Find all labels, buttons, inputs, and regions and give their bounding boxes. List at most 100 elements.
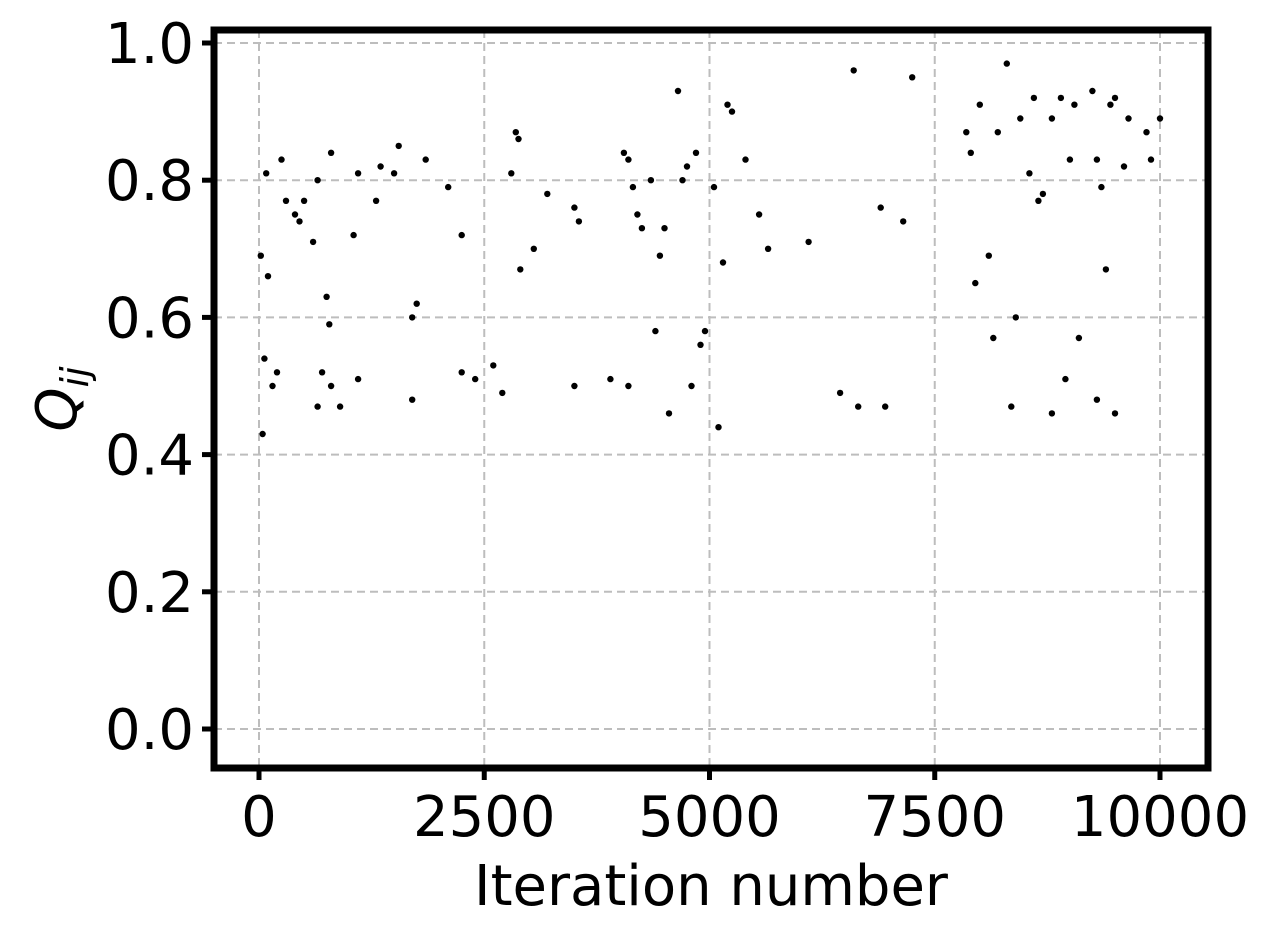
data-point [994, 129, 1001, 136]
data-point [652, 327, 659, 335]
data-point [309, 238, 317, 246]
data-point [990, 334, 997, 342]
data-point [1035, 197, 1042, 204]
data-point [318, 369, 326, 376]
data-point [692, 149, 700, 156]
data-point [263, 170, 270, 177]
data-point [413, 300, 420, 307]
data-point [836, 389, 844, 397]
data-point [261, 355, 268, 362]
data-point [282, 197, 290, 204]
data-point [1057, 94, 1065, 102]
data-point [1093, 156, 1101, 163]
data-point [1147, 156, 1155, 163]
x-tick-label: 2500 [413, 785, 556, 850]
data-point [688, 382, 695, 390]
data-point [634, 211, 641, 218]
grid-lines [214, 30, 1208, 768]
data-point [1048, 115, 1056, 122]
data-point [1120, 163, 1128, 170]
data-point [490, 362, 497, 369]
data-point [625, 156, 632, 163]
data-point [674, 87, 682, 95]
data-point [515, 135, 522, 143]
data-point [354, 170, 362, 177]
plot-frame [210, 26, 1212, 772]
data-point [855, 403, 862, 410]
data-point [508, 170, 515, 177]
y-tick-label: 0.0 [105, 698, 194, 763]
data-point [1062, 375, 1069, 383]
data-point [701, 327, 709, 335]
data-point [1111, 94, 1119, 102]
data-point [985, 252, 992, 259]
data-point [1008, 403, 1015, 410]
data-point [409, 314, 416, 321]
data-point [499, 389, 506, 397]
data-point [1026, 170, 1033, 177]
data-point [296, 218, 303, 225]
data-point [336, 403, 344, 410]
data-point [607, 375, 614, 383]
data-point [620, 149, 628, 156]
y-tick-label: 1.0 [105, 12, 194, 77]
data-point [458, 231, 465, 239]
data-point [679, 177, 686, 184]
data-point [409, 396, 416, 403]
data-point [264, 273, 272, 280]
data-point [647, 177, 655, 184]
data-point [976, 101, 983, 108]
data-point [1125, 115, 1132, 122]
data-point [963, 129, 970, 136]
data-point [715, 424, 722, 431]
data-point [882, 403, 889, 410]
data-point [877, 204, 884, 211]
data-point [1107, 101, 1114, 108]
data-point [314, 403, 321, 410]
data-point [724, 101, 731, 108]
data-point [1066, 156, 1074, 163]
x-tick-label: 7500 [863, 785, 1006, 850]
data-point [656, 252, 664, 259]
data-point [1102, 266, 1110, 273]
data-point [278, 156, 285, 163]
data-point [1071, 101, 1078, 108]
data-point [1012, 314, 1019, 321]
data-point [472, 375, 479, 383]
data-point [728, 108, 736, 115]
axis-ticks: 0 2500 5000 7500 10000 0.0 0.2 0.4 0.6 0.8 1.0 [105, 12, 1249, 850]
data-point [742, 156, 749, 163]
data-point [273, 369, 281, 376]
data-point [354, 375, 362, 383]
data-point [1039, 190, 1047, 198]
data-point [710, 183, 718, 191]
data-point [697, 341, 704, 348]
data-point [1048, 410, 1056, 417]
data-point [719, 259, 727, 266]
data-point [327, 149, 335, 156]
data-point [300, 197, 308, 204]
data-point [377, 163, 384, 170]
data-point [683, 163, 691, 170]
y-tick-label: 0.8 [105, 149, 194, 214]
data-point [571, 204, 578, 211]
data-point [575, 218, 583, 225]
data-point [900, 218, 907, 225]
data-point [755, 211, 763, 218]
data-point [629, 183, 637, 191]
data-point [350, 231, 357, 239]
data-point [422, 156, 429, 163]
data-point [544, 190, 551, 198]
data-point [661, 225, 668, 232]
data-point [259, 430, 266, 438]
data-point [326, 321, 333, 328]
data-point [517, 266, 524, 273]
y-tick-label: 0.4 [105, 424, 194, 489]
data-point [850, 67, 857, 74]
data-point [571, 382, 578, 390]
data-point [1098, 183, 1105, 191]
y-axis-label-main: Q [25, 388, 90, 432]
data-point [625, 382, 632, 390]
data-points [257, 60, 1164, 438]
